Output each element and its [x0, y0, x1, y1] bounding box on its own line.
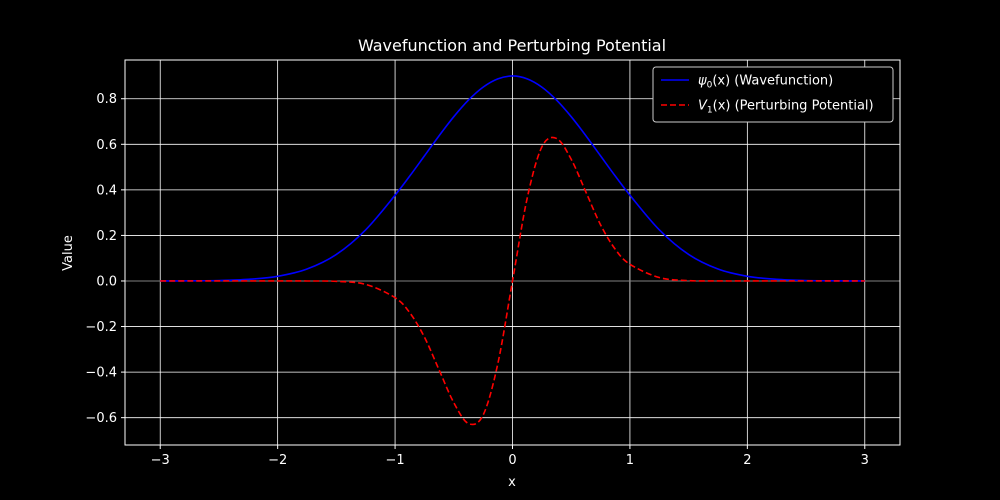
y-tick-label: 0.0 — [96, 274, 117, 289]
y-axis-label: Value — [61, 235, 76, 271]
legend-label: V1(x) (Perturbing Potential) — [698, 99, 874, 116]
x-tick-label: 3 — [861, 453, 869, 468]
x-tick-label: 2 — [743, 453, 751, 468]
x-tick-label: 0 — [508, 453, 516, 468]
legend-box — [652, 66, 894, 123]
y-tick-label: 0.2 — [96, 229, 117, 244]
chart-title: Wavefunction and Perturbing Potential — [358, 36, 666, 55]
y-tick-label: −0.6 — [85, 411, 117, 426]
x-tick-label: −3 — [151, 453, 170, 468]
y-tick-label: 0.4 — [96, 183, 117, 198]
x-tick-label: −2 — [268, 453, 287, 468]
series-line-perturbing-potential — [160, 136, 865, 426]
y-tick-label: −0.2 — [85, 320, 117, 335]
y-tick-label: 0.6 — [96, 138, 117, 153]
x-tick-label: −1 — [385, 453, 404, 468]
legend-label: ψ0(x) (Wavefunction) — [698, 74, 833, 91]
series-line-wavefunction — [160, 75, 865, 282]
y-tick-label: −0.4 — [85, 366, 117, 381]
x-axis-label: x — [508, 475, 516, 490]
x-tick-label: 1 — [626, 453, 634, 468]
legend: ψ0(x) (Wavefunction) V1(x) (Perturbing Po… — [652, 66, 894, 123]
y-axis-ticks: −0.6 −0.4 −0.2 0.0 0.2 0.4 0.6 0.8 — [85, 92, 125, 426]
x-axis-ticks: −3 −2 −1 0 1 2 3 — [151, 445, 869, 468]
y-tick-label: 0.8 — [96, 92, 117, 107]
series-group — [160, 75, 865, 426]
